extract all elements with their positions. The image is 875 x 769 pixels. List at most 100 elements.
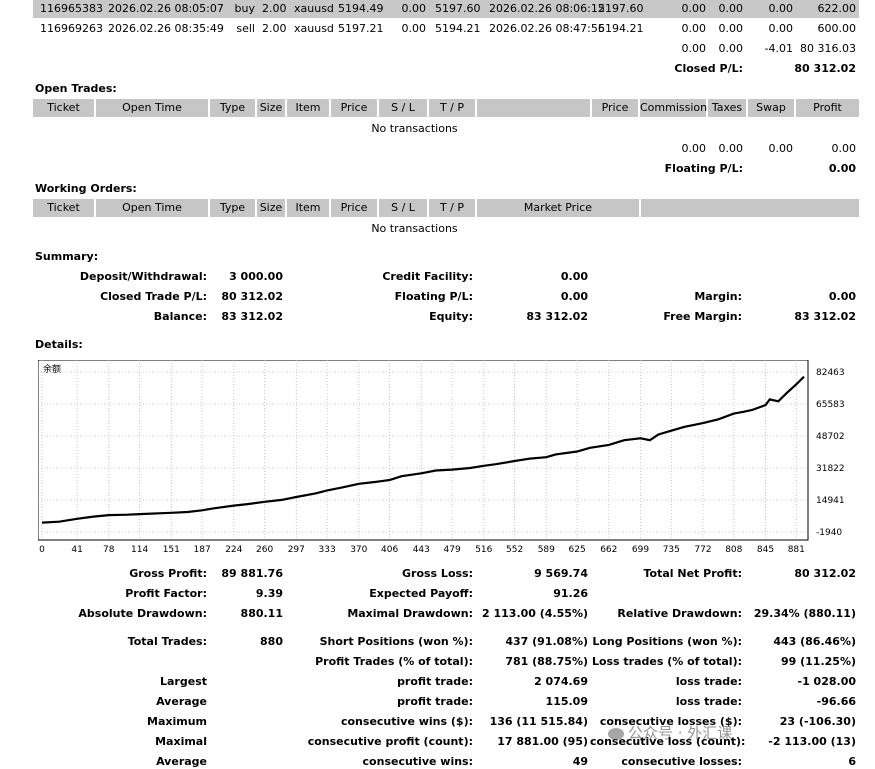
tp-cell: 5194.21 — [435, 22, 481, 35]
credit-value: 0.00 — [560, 270, 588, 283]
deposit-label: Deposit/Withdrawal: — [79, 270, 207, 283]
profit-factor-value: 9.39 — [255, 587, 283, 600]
maximal-loss-value: -2 113.00 (13) — [768, 735, 856, 748]
free-margin-label: Free Margin: — [663, 310, 742, 323]
x-tick-label: 224 — [225, 545, 242, 555]
col-ticket[interactable]: Ticket — [33, 199, 96, 217]
x-tick-label: 552 — [506, 545, 523, 555]
x-tick-label: 151 — [163, 545, 180, 555]
total-net-value: 80 312.02 — [794, 567, 856, 580]
col-profit[interactable]: Profit — [796, 99, 859, 117]
col-size[interactable]: Size — [257, 199, 287, 217]
col-size[interactable]: Size — [257, 99, 287, 117]
col-blank — [641, 199, 859, 217]
col-ticket[interactable]: Ticket — [33, 99, 96, 117]
x-tick-label: 443 — [413, 545, 430, 555]
y-tick-label: -1940 — [816, 528, 842, 538]
deposit-value: 3 000.00 — [229, 270, 283, 283]
col-tp[interactable]: T / P — [429, 99, 477, 117]
price-cell: 5194.49 — [338, 2, 384, 15]
total-trades-label: Total Trades: — [127, 635, 207, 648]
col-commission[interactable]: Commission — [640, 99, 708, 117]
largest-profit-label: profit trade: — [397, 675, 473, 688]
col-sl[interactable]: S / L — [379, 199, 429, 217]
col-tp[interactable]: T / P — [429, 199, 477, 217]
avg-cons-losses-value: 6 — [848, 755, 856, 768]
col-price2[interactable]: Price — [590, 99, 640, 117]
col-item[interactable]: Item — [287, 99, 331, 117]
col-market-price[interactable]: Market Price — [477, 199, 641, 217]
sl-cell: 0.00 — [401, 22, 427, 35]
total-commission: 0.00 — [681, 42, 707, 55]
col-taxes[interactable]: Taxes — [708, 99, 748, 117]
col-type[interactable]: Type — [210, 99, 257, 117]
floating-pl-label: Floating P/L: — [664, 162, 743, 175]
max-cons-wins-value: 136 (11 515.84) — [489, 715, 588, 728]
col-price[interactable]: Price — [331, 99, 379, 117]
total-net-label: Total Net Profit: — [643, 567, 743, 580]
ticket-cell: 116969263 — [40, 22, 103, 35]
x-tick-label: 114 — [131, 545, 148, 555]
item-cell: xauusd — [294, 2, 334, 15]
balance-line — [41, 375, 805, 524]
x-tick-label: 333 — [319, 545, 336, 555]
open-trades-title: Open Trades: — [35, 82, 117, 95]
open-time-cell: 2026.02.26 08:35:49 — [108, 22, 224, 35]
trade-row-highlight — [33, 0, 859, 18]
margin-label: Margin: — [694, 290, 742, 303]
profit-trades-value: 781 (88.75%) — [505, 655, 588, 668]
x-tick-label: 735 — [663, 545, 680, 555]
short-positions-label: Short Positions (won %): — [319, 635, 473, 648]
col-sl[interactable]: S / L — [379, 99, 429, 117]
avg-cons-wins-label: consecutive wins: — [362, 755, 473, 768]
equity-label: Equity: — [429, 310, 473, 323]
close-price-cell: 5197.60 — [598, 2, 644, 15]
closed-pl-label: Closed P/L: — [674, 62, 743, 75]
avg-profit-value: 115.09 — [545, 695, 588, 708]
summary-title: Summary: — [35, 250, 99, 263]
equity-value: 83 312.02 — [526, 310, 588, 323]
relative-drawdown-label: Relative Drawdown: — [617, 607, 742, 620]
total-profit: 80 316.03 — [800, 42, 856, 55]
col-price[interactable]: Price — [331, 199, 379, 217]
average2-label: Average — [156, 755, 207, 768]
x-tick-label: 406 — [381, 545, 398, 555]
x-tick-label: 772 — [694, 545, 711, 555]
col-type[interactable]: Type — [210, 199, 257, 217]
x-tick-label: 516 — [475, 545, 492, 555]
x-tick-label: 845 — [757, 545, 774, 555]
open-trades-header: Ticket Open Time Type Size Item Price S … — [33, 99, 859, 117]
gross-loss-value: 9 569.74 — [534, 567, 588, 580]
avg-loss-label: loss trade: — [675, 695, 742, 708]
maximal-loss-label: consecutive loss (count): — [590, 735, 746, 748]
credit-label: Credit Facility: — [382, 270, 473, 283]
chart-title: 余额 — [43, 363, 61, 375]
x-tick-label: 41 — [71, 545, 82, 555]
maximal-label: Maximal — [155, 735, 207, 748]
closed-trade-pl-value: 80 312.02 — [221, 290, 283, 303]
open-total-profit: 0.00 — [831, 142, 857, 155]
wechat-icon — [608, 727, 624, 740]
swap-cell: 0.00 — [768, 2, 794, 15]
col-item[interactable]: Item — [287, 199, 331, 217]
gross-loss-label: Gross Loss: — [402, 567, 473, 580]
long-positions-label: Long Positions (won %): — [592, 635, 742, 648]
loss-trades-value: 99 (11.25%) — [780, 655, 856, 668]
x-tick-label: 808 — [725, 545, 742, 555]
x-tick-label: 297 — [288, 545, 305, 555]
gross-profit-label: Gross Profit: — [129, 567, 207, 580]
x-tick-label: 662 — [600, 545, 617, 555]
max-cons-losses-value: 23 (-106.30) — [779, 715, 856, 728]
gross-profit-value: 89 881.76 — [221, 567, 283, 580]
balance-chart: 余额 0 41 78 114 151 187 224 260 297 333 370 406 443 47… — [38, 360, 845, 555]
commission-cell: 0.00 — [681, 22, 707, 35]
y-tick-label: 48702 — [816, 432, 845, 442]
col-swap[interactable]: Swap — [748, 99, 796, 117]
watermark: 公众号 · 外汇课 — [608, 722, 732, 743]
absolute-drawdown-label: Absolute Drawdown: — [78, 607, 207, 620]
profit-cell: 600.00 — [817, 22, 857, 35]
col-open-time[interactable]: Open Time — [96, 99, 210, 117]
col-open-time[interactable]: Open Time — [96, 199, 210, 217]
working-orders-empty: No transactions — [371, 222, 458, 235]
margin-value: 0.00 — [828, 290, 856, 303]
